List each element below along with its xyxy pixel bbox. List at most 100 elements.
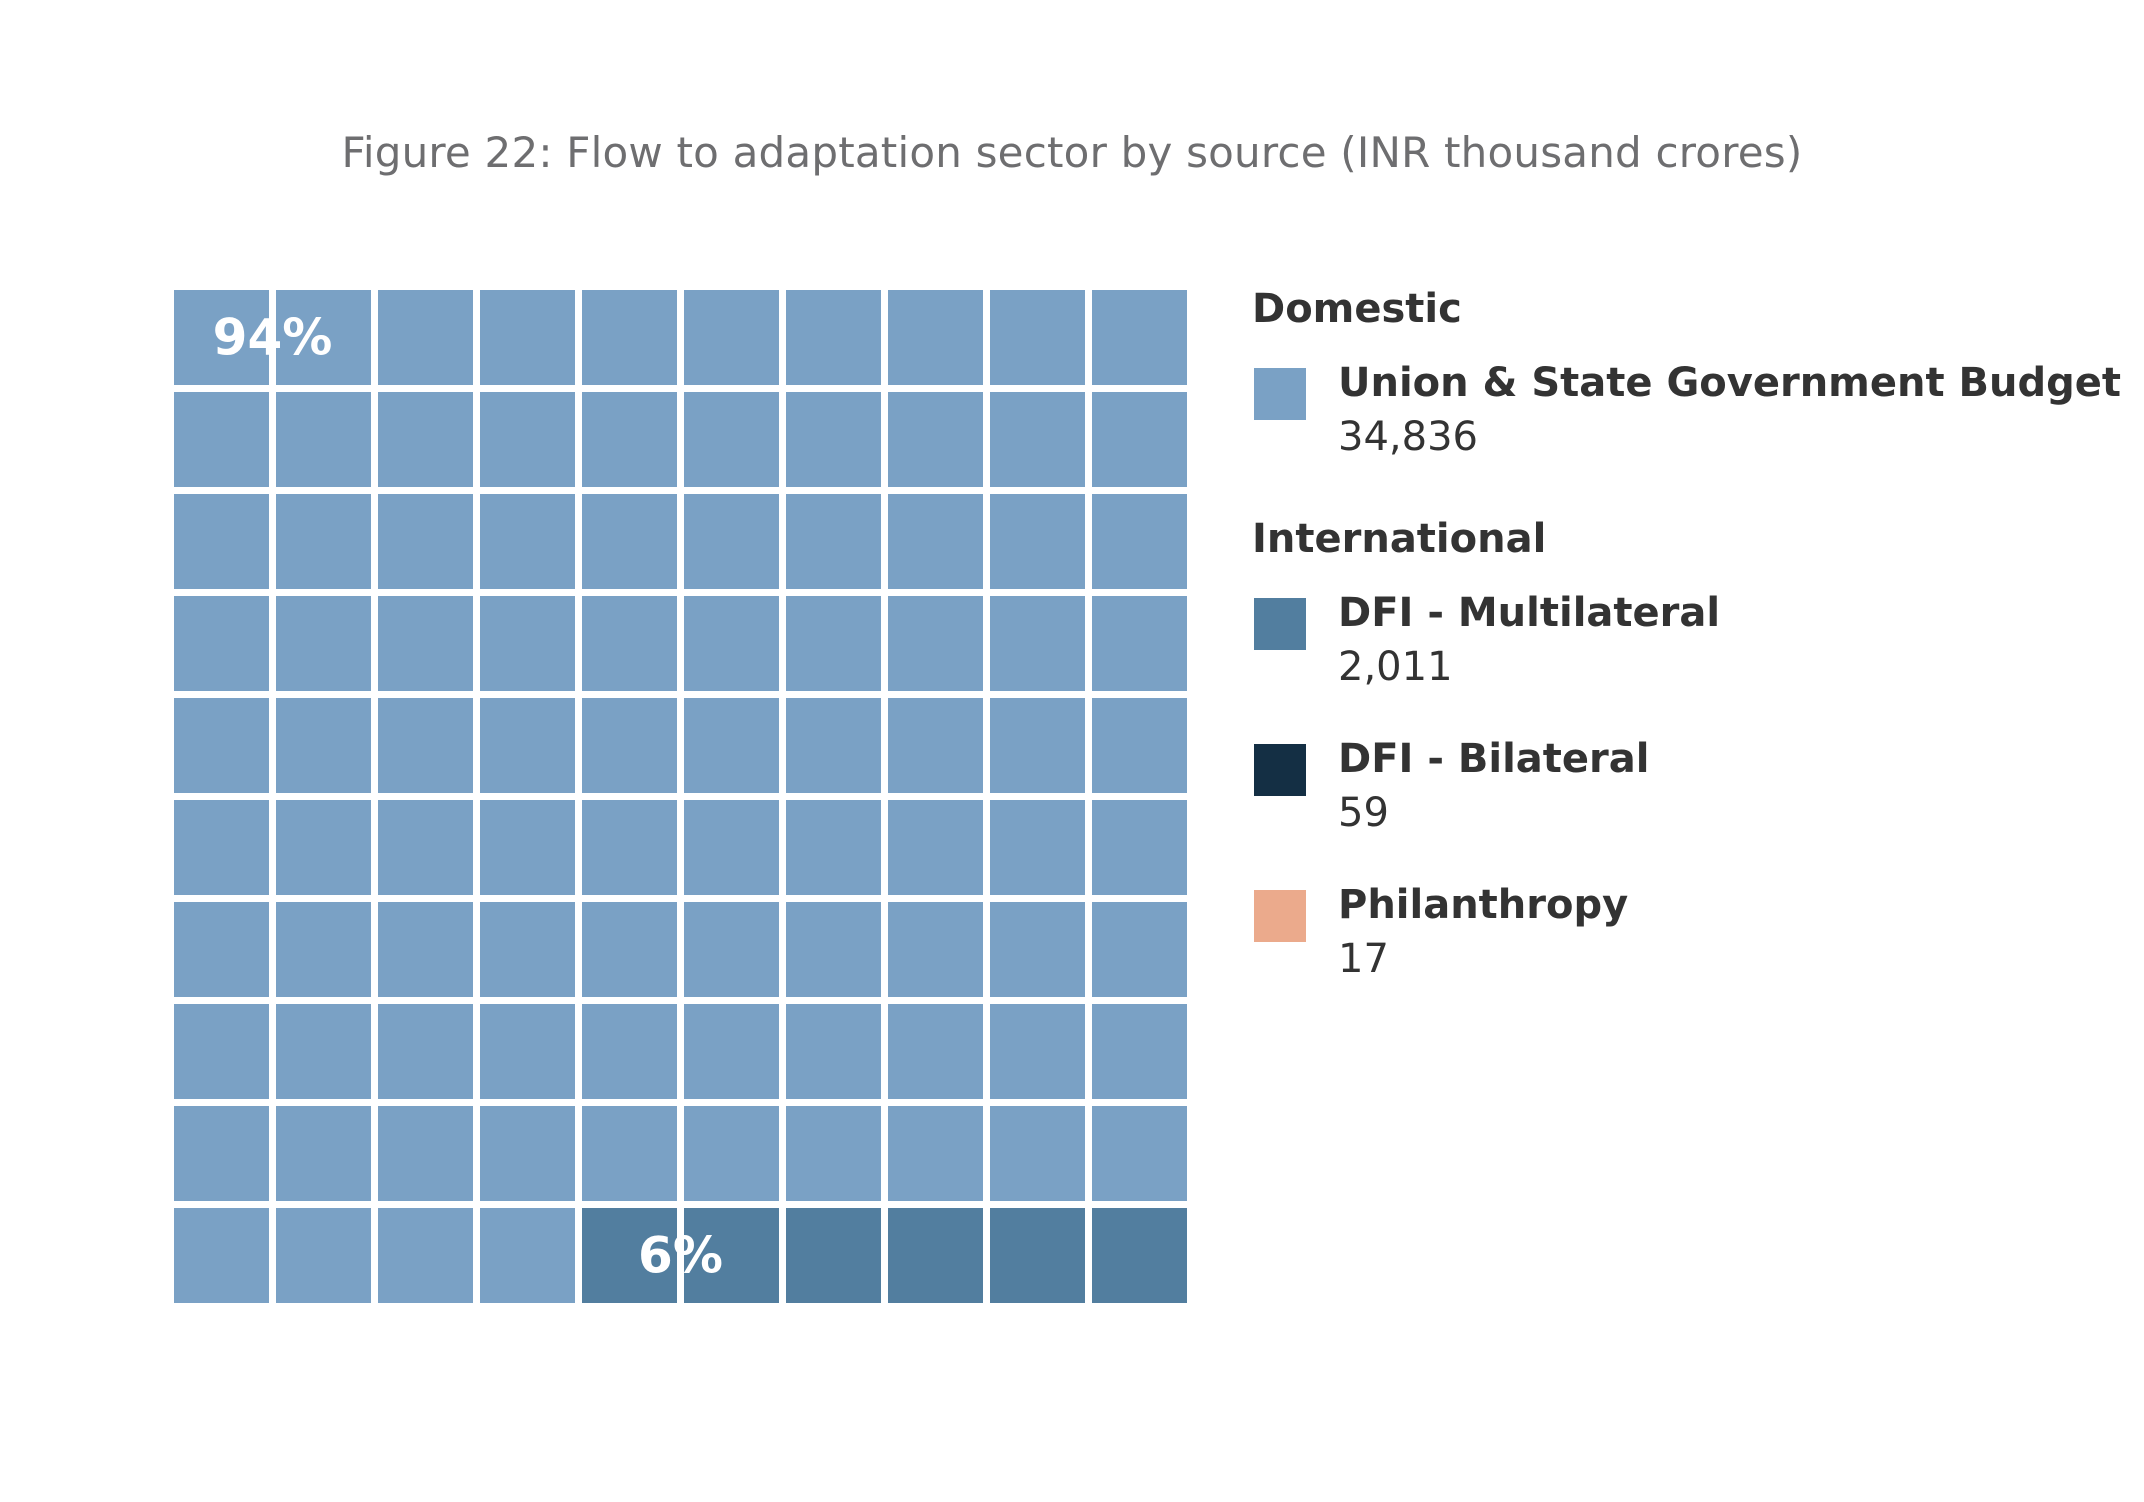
waffle-cell bbox=[174, 800, 269, 895]
waffle-cell bbox=[684, 1004, 779, 1099]
waffle-cell bbox=[786, 596, 881, 691]
waffle-cell bbox=[480, 596, 575, 691]
waffle-cell bbox=[582, 1004, 677, 1099]
waffle-cell bbox=[276, 1208, 371, 1303]
waffle-cell bbox=[480, 800, 575, 895]
waffle-cell bbox=[786, 1004, 881, 1099]
waffle-cell bbox=[888, 1208, 983, 1303]
waffle-cell bbox=[1092, 698, 1187, 793]
waffle-cell bbox=[480, 290, 575, 385]
legend: Domestic Union & State Government Budget… bbox=[1252, 280, 2121, 986]
waffle-cell bbox=[276, 698, 371, 793]
legend-label: DFI - Multilateral bbox=[1338, 590, 1721, 636]
waffle-cell bbox=[480, 494, 575, 589]
legend-value: 2,011 bbox=[1338, 644, 1453, 690]
legend-swatch bbox=[1254, 890, 1306, 942]
waffle-cell bbox=[1092, 800, 1187, 895]
waffle-cell bbox=[684, 698, 779, 793]
waffle-cell bbox=[786, 902, 881, 997]
waffle-cell bbox=[786, 800, 881, 895]
legend-item-philanthropy: Philanthropy 17 bbox=[1252, 878, 2112, 986]
figure-title: Figure 22: Flow to adaptation sector by … bbox=[341, 128, 1803, 177]
waffle-cell bbox=[174, 1208, 269, 1303]
waffle-cell bbox=[582, 1106, 677, 1201]
waffle-cell bbox=[378, 902, 473, 997]
waffle-cell bbox=[276, 902, 371, 997]
waffle-cell bbox=[684, 494, 779, 589]
waffle-cell bbox=[276, 392, 371, 487]
waffle-cell bbox=[378, 1208, 473, 1303]
legend-swatch bbox=[1254, 368, 1306, 420]
waffle-cell bbox=[990, 1004, 1085, 1099]
waffle-cell bbox=[786, 698, 881, 793]
legend-swatch bbox=[1254, 744, 1306, 796]
waffle-cell bbox=[378, 596, 473, 691]
waffle-cell bbox=[378, 1004, 473, 1099]
legend-value: 59 bbox=[1338, 790, 1389, 836]
waffle-cell bbox=[480, 392, 575, 487]
waffle-cell bbox=[786, 494, 881, 589]
waffle-cell bbox=[684, 1106, 779, 1201]
waffle-cell bbox=[582, 494, 677, 589]
legend-item-dfi-bilateral: DFI - Bilateral 59 bbox=[1252, 732, 2112, 840]
waffle-cell bbox=[888, 290, 983, 385]
waffle-cell bbox=[276, 1106, 371, 1201]
waffle-cell bbox=[378, 698, 473, 793]
legend-group-title: International bbox=[1252, 516, 1547, 562]
waffle-cell bbox=[1092, 1004, 1187, 1099]
waffle-cell bbox=[174, 494, 269, 589]
waffle-cell bbox=[684, 290, 779, 385]
waffle-cell bbox=[378, 800, 473, 895]
percentage-label: 94% bbox=[213, 309, 333, 367]
waffle-cell bbox=[990, 1106, 1085, 1201]
waffle-cell bbox=[1092, 290, 1187, 385]
waffle-cell bbox=[1092, 392, 1187, 487]
legend-group-international: International DFI - Multilateral 2,011 D… bbox=[1252, 510, 2112, 986]
waffle-cell bbox=[990, 290, 1085, 385]
waffle-cell bbox=[174, 1004, 269, 1099]
legend-item-union-state-budget: Union & State Government Budget 34,836 bbox=[1252, 356, 2121, 464]
waffle-cell bbox=[990, 1208, 1085, 1303]
waffle-cell bbox=[684, 1208, 779, 1303]
legend-value: 17 bbox=[1338, 936, 1389, 982]
waffle-cell bbox=[174, 902, 269, 997]
waffle-cell bbox=[582, 392, 677, 487]
waffle-cell bbox=[786, 290, 881, 385]
waffle-cell bbox=[786, 1208, 881, 1303]
waffle-cell bbox=[786, 392, 881, 487]
legend-swatch bbox=[1254, 598, 1306, 650]
legend-label: Union & State Government Budget bbox=[1338, 360, 2121, 406]
waffle-cell bbox=[990, 392, 1085, 487]
waffle-cell bbox=[480, 698, 575, 793]
waffle-cell bbox=[990, 494, 1085, 589]
waffle-cell bbox=[276, 494, 371, 589]
waffle-cell bbox=[582, 1208, 677, 1303]
waffle-cell bbox=[174, 698, 269, 793]
legend-label: Philanthropy bbox=[1338, 882, 1629, 928]
waffle-cell bbox=[888, 1106, 983, 1201]
waffle-cell bbox=[888, 494, 983, 589]
waffle-cell bbox=[1092, 1106, 1187, 1201]
waffle-cell bbox=[276, 596, 371, 691]
legend-group-title: Domestic bbox=[1252, 286, 1462, 332]
waffle-cell bbox=[888, 902, 983, 997]
waffle-cell bbox=[684, 596, 779, 691]
waffle-cell bbox=[888, 698, 983, 793]
waffle-cell bbox=[1092, 494, 1187, 589]
waffle-cell bbox=[378, 494, 473, 589]
waffle-cell bbox=[888, 800, 983, 895]
waffle-cell bbox=[582, 698, 677, 793]
waffle-cell bbox=[378, 392, 473, 487]
waffle-cell bbox=[1092, 1208, 1187, 1303]
waffle-cell bbox=[276, 290, 371, 385]
waffle-cell bbox=[1092, 596, 1187, 691]
waffle-cell bbox=[480, 902, 575, 997]
waffle-cell bbox=[174, 392, 269, 487]
waffle-cell bbox=[480, 1106, 575, 1201]
waffle-cell bbox=[378, 290, 473, 385]
waffle-cell bbox=[684, 800, 779, 895]
waffle-cell bbox=[990, 800, 1085, 895]
legend-group-domestic: Domestic Union & State Government Budget… bbox=[1252, 280, 2121, 464]
legend-label: DFI - Bilateral bbox=[1338, 736, 1650, 782]
